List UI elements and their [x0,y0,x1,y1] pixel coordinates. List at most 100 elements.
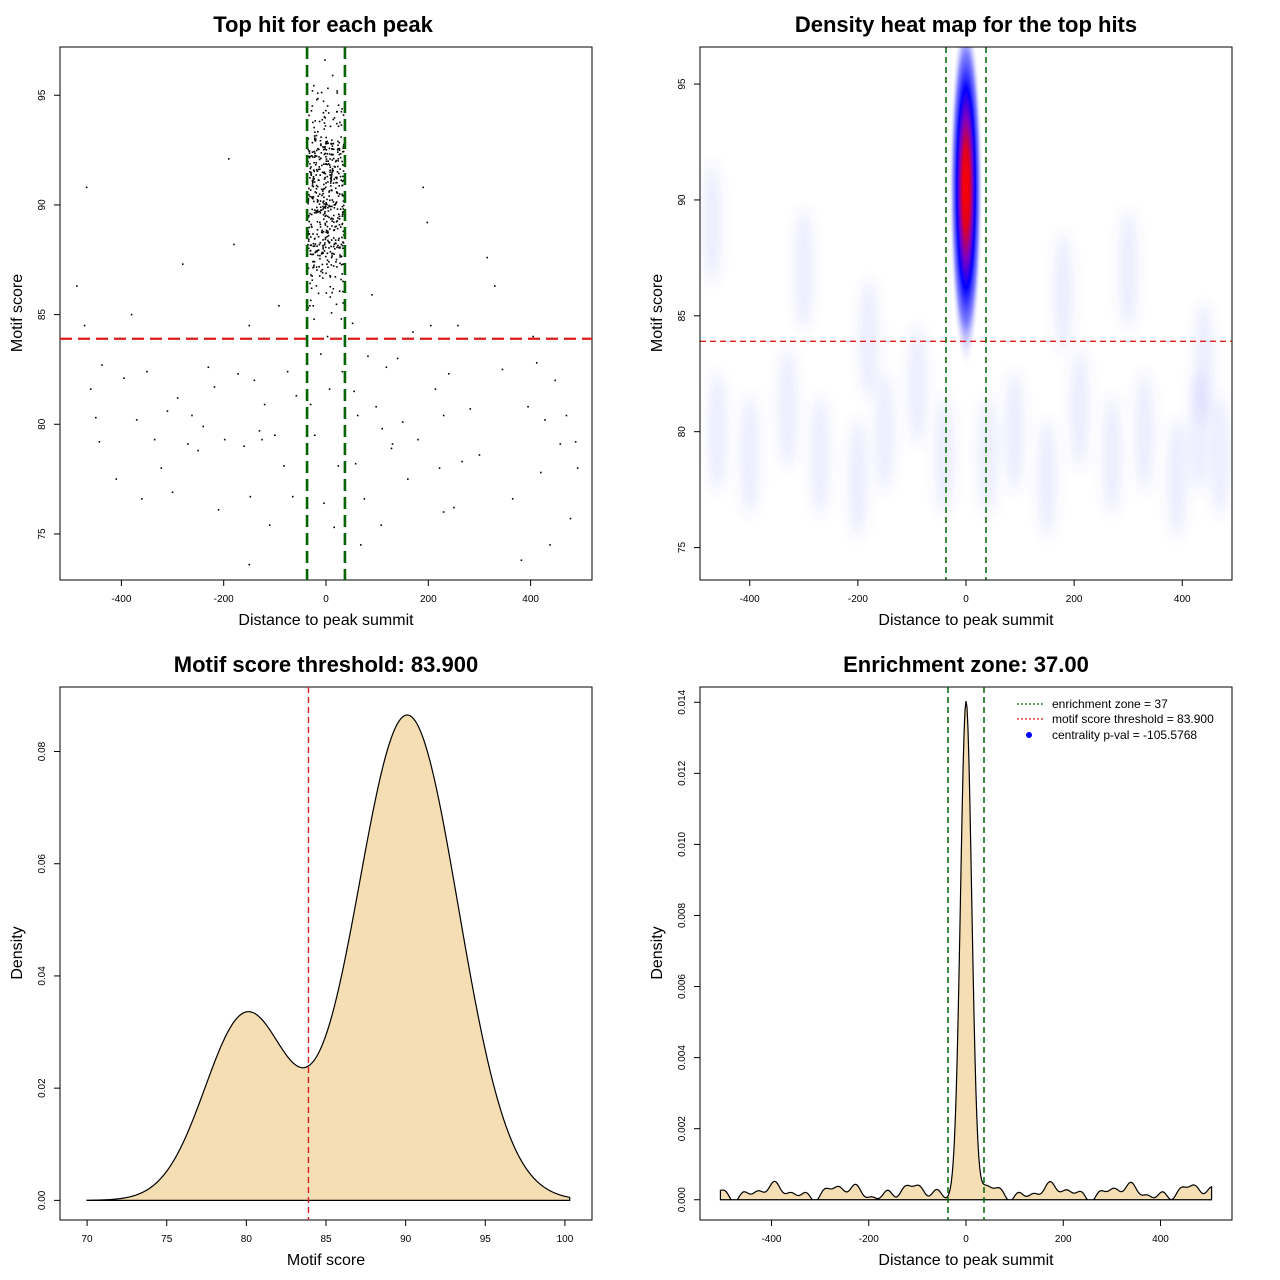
scatter-point [341,108,343,110]
scatter-point [325,202,328,205]
scatter-point [318,193,321,195]
scatter-point [327,181,329,183]
scatter-point [322,246,324,248]
scatter-point [341,180,344,183]
y-tick-label: 85 [677,310,688,322]
scatter-point [342,263,345,265]
scatter-point [535,362,538,364]
scatter-point [311,141,314,144]
scatter-point [329,205,332,208]
scatter-point [268,524,271,526]
scatter-point [307,240,310,242]
x-tick-label: 100 [557,1234,574,1245]
scatter-point [329,171,331,173]
scatter-point [334,166,337,168]
scatter-point [313,245,316,247]
x-tick-label: -400 [740,594,760,605]
scatter-point [311,197,314,200]
scatter-point [329,185,332,187]
scatter-point [312,169,315,171]
scatter-point [438,467,441,469]
scatter-point [569,517,572,520]
scatter-point [339,226,342,228]
scatter-point [311,105,314,107]
scatter-point [283,465,285,467]
scatter-point [330,154,333,156]
scatter-point [328,195,331,197]
scatter-point [311,156,314,158]
scatter-point [325,163,328,165]
scatter-point [312,196,315,198]
scatter-point [318,120,321,123]
scatter-point [325,182,327,184]
scatter-point [228,158,230,160]
scatter-point [321,190,324,192]
scatter-point [332,153,334,156]
scatter-point [328,199,331,202]
scatter-point [329,166,332,168]
legend-threshold-label: motif score threshold = 83.900 [1052,712,1214,726]
scatter-point [333,253,335,256]
scatter-point [341,215,344,217]
scatter-point [340,136,342,138]
scatter-point [325,155,327,158]
y-tick-label: 0.04 [37,966,48,986]
scatter-point [330,175,332,177]
scatter-point [330,218,332,220]
scatter-point [333,229,335,232]
scatter-point [307,267,310,270]
scatter-point [324,148,326,150]
panel4-density-area [719,700,1213,1201]
y-tick-label: 0.00 [37,1190,48,1210]
scatter-point [322,248,325,250]
scatter-point [338,172,340,175]
scatter-point [430,324,432,327]
panel1-x-axis: -400 -200 0 200 400 [111,580,539,605]
scatter-point [160,467,163,469]
scatter-point [328,153,331,155]
x-tick-label: 400 [1152,1234,1169,1245]
scatter-point [319,139,322,142]
scatter-point [315,149,318,152]
panel4-xlabel: Distance to peak summit [878,1252,1054,1269]
scatter-point [326,232,329,234]
scatter-point [325,292,328,294]
scatter-point [325,142,327,145]
scatter-point [307,202,309,205]
scatter-point [327,239,329,242]
scatter-point [334,242,336,245]
scatter-point [333,221,335,223]
scatter-point [331,139,333,142]
scatter-point [318,265,320,268]
scatter-point [325,136,327,139]
scatter-point [329,276,332,278]
y-tick-label: 0.000 [677,1187,688,1212]
scatter-point [307,199,310,201]
scatter-point [336,208,339,210]
scatter-point [315,211,317,214]
scatter-point [318,203,321,205]
scatter-point [319,206,322,209]
scatter-point [171,491,174,494]
scatter-point [329,285,332,288]
scatter-point [335,303,338,306]
scatter-point [326,335,329,338]
panel-density-heatmap: Density heat map for the top hits -400 -2… [649,12,1233,629]
y-tick-label: 0.006 [677,974,688,999]
scatter-point [311,183,314,185]
scatter-point [328,191,330,193]
scatter-point [323,116,326,118]
x-tick-label: 200 [1066,594,1083,605]
scatter-point [327,234,330,237]
scatter-point [316,269,318,271]
scatter-point [317,147,319,150]
scatter-point [576,467,579,469]
y-tick-label: 90 [37,199,48,211]
scatter-point [322,208,324,210]
scatter-point [337,158,340,160]
scatter-point [327,160,330,163]
scatter-point [339,156,342,159]
scatter-point [327,162,330,165]
scatter-point [324,215,327,218]
scatter-point [324,207,327,209]
